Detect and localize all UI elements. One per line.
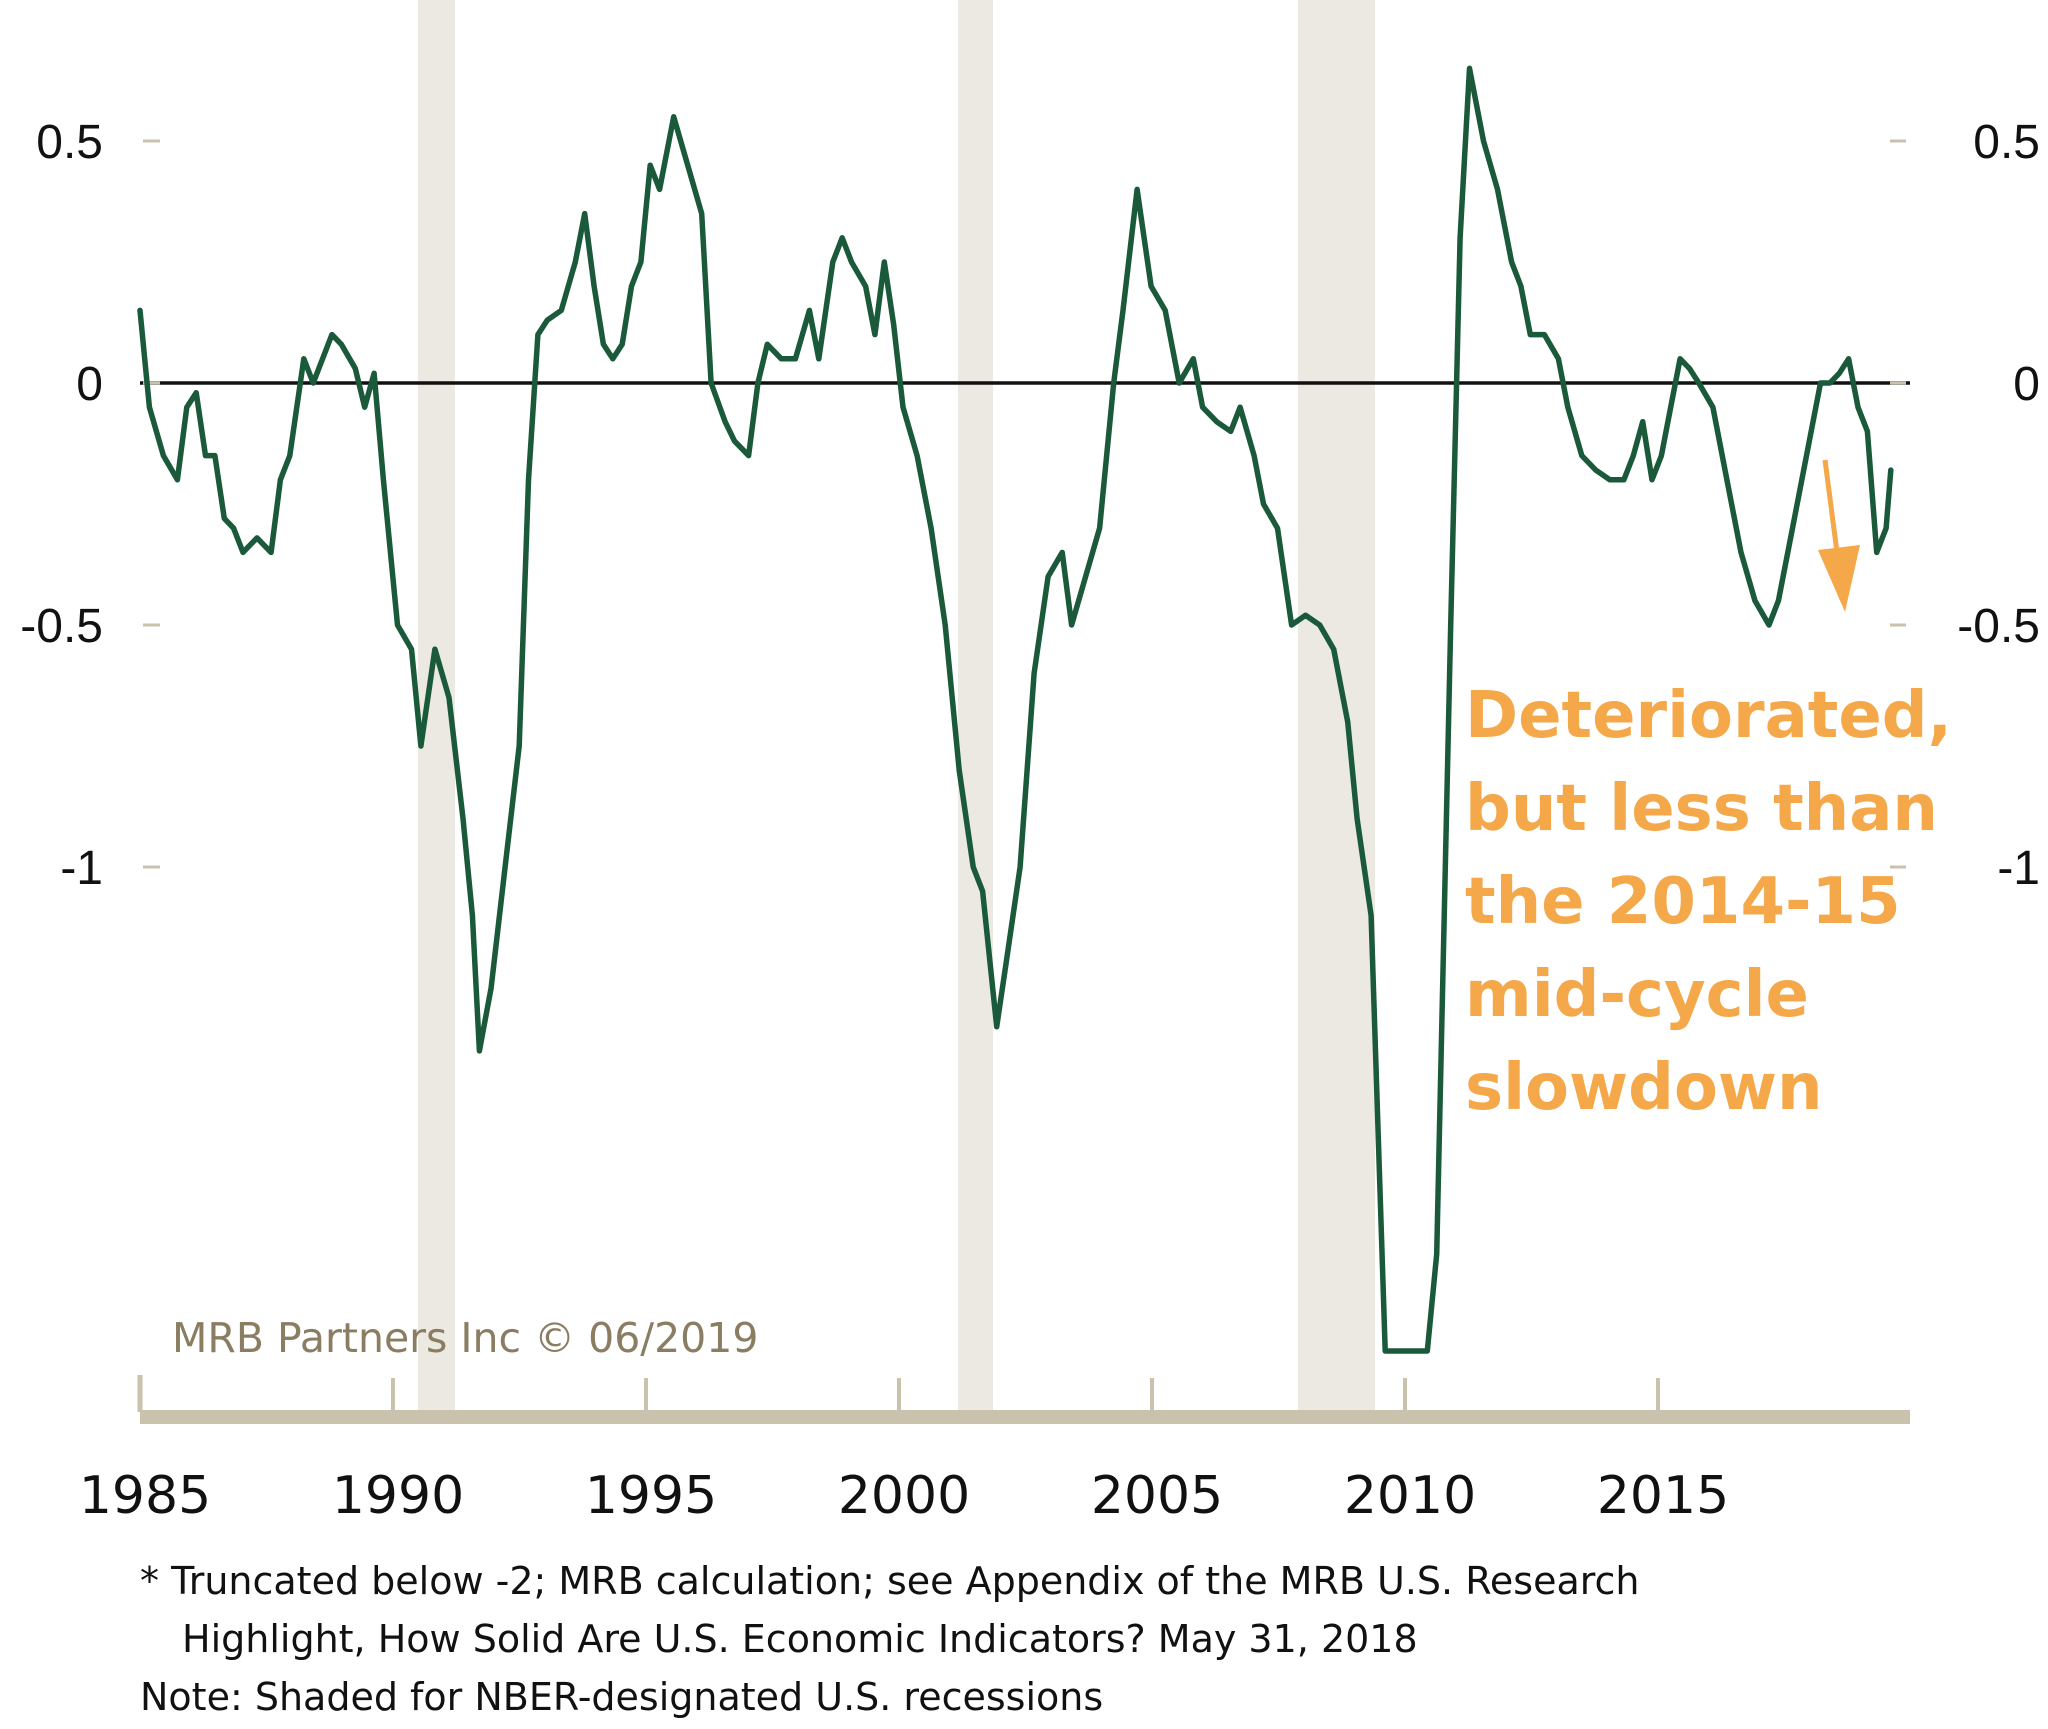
annotation-arrow-shaft xyxy=(1822,459,1841,561)
footnote-3: Note: Shaded for NBER-designated U.S. re… xyxy=(140,1675,1103,1719)
x-axis: 1985 1990 1995 2000 2005 2010 2015 xyxy=(79,1375,1910,1526)
annotation-arrow-head xyxy=(1818,545,1860,612)
annotation-line-3: the 2014-15 xyxy=(1465,865,1901,939)
y-tick-label-right: 0.5 xyxy=(1973,116,2040,169)
footnote-1: * Truncated below -2; MRB calculation; s… xyxy=(140,1559,1640,1603)
x-tick-label: 1985 xyxy=(79,1466,211,1526)
x-tick-label: 2000 xyxy=(838,1466,970,1526)
y-tick-label: 0.5 xyxy=(36,116,103,169)
x-tick-label: 1990 xyxy=(332,1466,464,1526)
y-tick-label-right: 0 xyxy=(2013,358,2040,411)
recession-band xyxy=(958,0,993,1410)
y-axis-right: 0.5 0 -0.5 -1 xyxy=(1890,116,2040,895)
annotation-line-2: but less than xyxy=(1465,772,1938,846)
annotation: Deteriorated, but less than the 2014-15 … xyxy=(1465,459,1952,1125)
y-tick-label-right: -1 xyxy=(1997,842,2040,895)
annotation-line-5: slowdown xyxy=(1465,1051,1823,1125)
series-layer xyxy=(137,65,1894,1354)
footnote-2: Highlight, How Solid Are U.S. Economic I… xyxy=(182,1617,1418,1661)
y-tick-label: 0 xyxy=(76,358,103,411)
x-axis-bar xyxy=(140,1410,1910,1424)
annotation-line-1: Deteriorated, xyxy=(1465,679,1952,753)
x-tick-label: 2005 xyxy=(1091,1466,1223,1526)
credit-text: MRB Partners Inc © 06/2019 xyxy=(172,1314,758,1362)
y-axis-left: 0.5 0 -0.5 -1 xyxy=(20,116,160,895)
y-tick-label: -0.5 xyxy=(20,600,103,653)
x-tick-label: 2010 xyxy=(1344,1466,1476,1526)
recession-band xyxy=(1298,0,1375,1410)
y-tick-label-right: -0.5 xyxy=(1957,600,2040,653)
x-tick-label: 2015 xyxy=(1597,1466,1729,1526)
y-tick-label: -1 xyxy=(60,842,103,895)
x-tick-label: 1995 xyxy=(585,1466,717,1526)
annotation-line-4: mid-cycle xyxy=(1465,958,1809,1032)
recession-bands xyxy=(418,0,1375,1410)
footnotes: * Truncated below -2; MRB calculation; s… xyxy=(140,1559,1640,1719)
series-line xyxy=(137,65,1894,1354)
